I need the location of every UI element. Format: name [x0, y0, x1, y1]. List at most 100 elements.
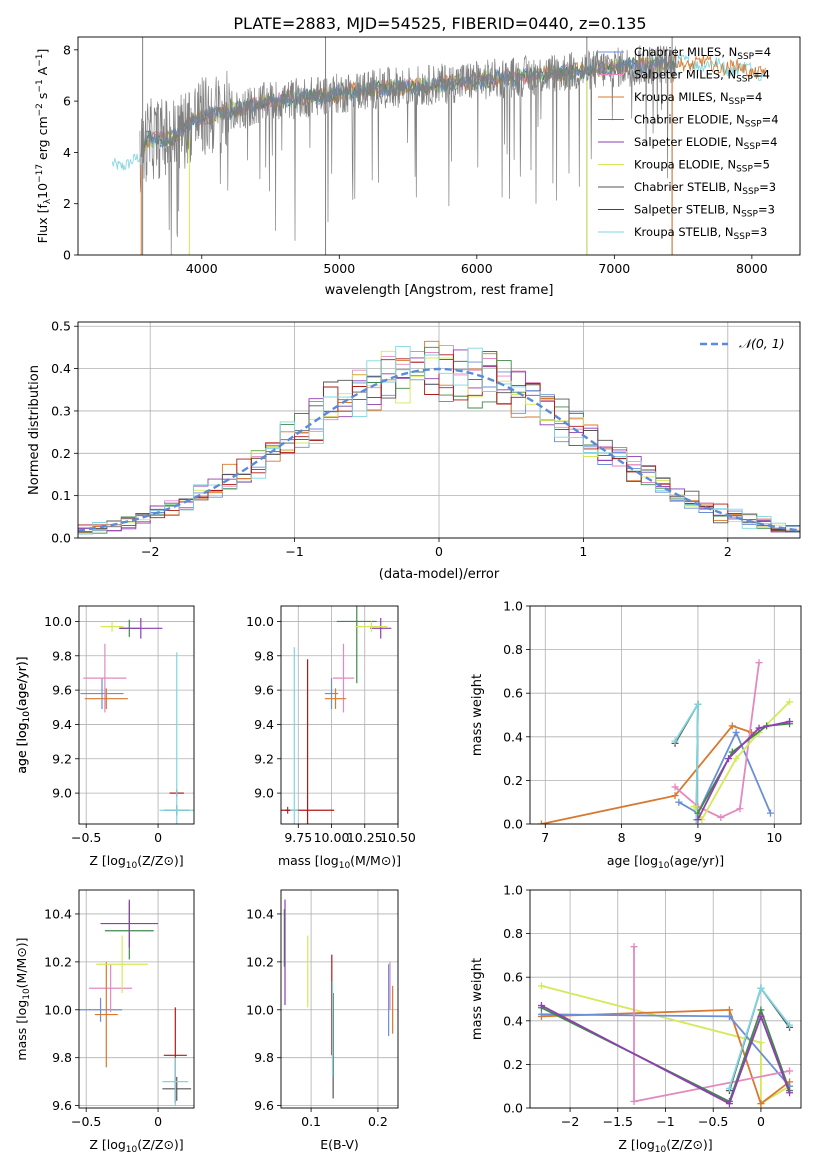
x-tick-label: 0: [757, 1114, 765, 1129]
errorbar-plot-area: [79, 899, 192, 1106]
weight-point-marker: [755, 724, 763, 732]
x-tick-label: 7: [541, 830, 549, 845]
x-tick-label: 9.75: [284, 830, 312, 845]
axes-frame: [78, 889, 195, 1109]
x-tick-label: 5000: [323, 261, 355, 276]
axes-frame: [529, 889, 802, 1109]
x-axis-label: Z [log10​(Z/Z⊙)]: [89, 853, 183, 871]
weight-point-marker: [766, 809, 774, 817]
histogram-step: [78, 345, 800, 536]
x-tick-label: 10.25: [347, 830, 383, 845]
x-tick-label: 6000: [461, 261, 493, 276]
y-axis-label: age [log10​(age/yr)]: [14, 656, 32, 773]
y-tick-label: 0.6: [503, 970, 523, 985]
y-axis-label: Flux [fλ​10−17​ erg cm−2​ s−1​ A−1​]: [35, 49, 53, 244]
y-tick-label: 0.4: [503, 729, 523, 744]
weight-point-marker: [725, 1084, 733, 1092]
y-tick-label: 0.4: [503, 1013, 523, 1028]
y-axis-label: mass [log10​(M/M⊙)]: [14, 937, 32, 1060]
x-tick-label: 8: [618, 830, 626, 845]
y-tick-label: 9.0: [254, 786, 274, 801]
age-vs-metallicity-panel: −0.5 0 9.0 9.2 9.4 9.6 9.8 10.0 Z [log10​(Z/Z⊙)]…: [14, 605, 195, 871]
weight-series-line: [541, 985, 790, 1106]
x-tick-label: 0: [154, 830, 162, 845]
x-axis-label: Z [log10​(Z/Z⊙)]: [89, 1137, 183, 1155]
legend-label: Salpeter MILES, NSSP​=4: [634, 68, 770, 85]
weight-point-marker: [732, 755, 740, 763]
y-tick-label: 10.4: [44, 906, 72, 921]
weight-point-marker: [786, 1067, 794, 1075]
weight-point-marker: [630, 943, 638, 951]
x-tick-label: −2: [561, 1114, 579, 1129]
weight-point-marker: [671, 783, 679, 791]
mass-vs-ebv-panel: 0.1 0.2 9.6 9.8 10.0 10.2 10.4 E(B-V): [246, 889, 399, 1152]
y-tick-label: 9.8: [254, 1050, 274, 1065]
y-tick-label: 0.8: [503, 642, 523, 657]
y-tick-label: 9.6: [52, 1098, 72, 1113]
y-tick-label: 10.2: [44, 954, 72, 969]
y-tick-label: 9.8: [254, 648, 274, 663]
axes-frame: [77, 321, 801, 539]
weight-point-marker: [786, 718, 794, 726]
axes-frame: [77, 36, 801, 256]
legend-label: Kroupa ELODIE, NSSP​=5: [634, 158, 770, 175]
y-tick-label: 10.0: [246, 1002, 274, 1017]
weight-plot-area: [537, 659, 794, 824]
weight-point-marker: [757, 1100, 765, 1108]
weight-series-line: [693, 701, 791, 822]
weight-point-marker: [671, 792, 679, 800]
weight-point-marker: [725, 1006, 733, 1014]
x-tick-label: −0.5: [71, 1114, 101, 1129]
residuals-panel: −2 −1 0 1 2 0.0 0.1 0.2 0.3 0.4 0.5 (data-model)/er…: [27, 319, 801, 582]
legend-label: Salpeter STELIB, NSSP​=3: [634, 203, 775, 220]
weight-point-marker: [728, 722, 736, 730]
weight-point-marker: [630, 1097, 638, 1105]
normal-curve: [78, 367, 800, 532]
weight-point-marker: [786, 1089, 794, 1097]
x-axis-label: (data-model)/error: [379, 567, 500, 582]
legend-label: 𝒩(0, 1): [739, 336, 785, 351]
weight-series-line: [541, 1004, 791, 1105]
observed-spectrum-line: [139, 45, 677, 255]
legend-label: Chabrier STELIB, NSSP​=3: [634, 180, 776, 197]
legend-label: Kroupa STELIB, NSSP​=3: [634, 225, 767, 242]
legend-label: Chabrier ELODIE, NSSP​=4: [634, 113, 779, 130]
y-axis-label: age [log10​(age/yr)]: [14, 656, 32, 773]
y-tick-label: 0.5: [51, 319, 71, 334]
y-tick-label: 0.6: [503, 686, 523, 701]
weight-point-marker: [537, 1002, 545, 1010]
y-tick-label: 9.2: [52, 751, 72, 766]
legend-label: Salpeter ELODIE, NSSP​=4: [634, 135, 777, 152]
x-tick-label: 7000: [598, 261, 630, 276]
y-tick-label: 1.0: [503, 599, 523, 614]
y-tick-label: 9.6: [254, 1098, 274, 1113]
mass-weight-vs-metallicity-panel: −2 −1.5 −1 −0.5 0 0.0 0.2 0.4 0.6 0.8 1.0 Z [log10​…: [470, 883, 802, 1155]
x-tick-label: 10: [766, 830, 782, 845]
y-tick-label: 9.8: [52, 1050, 72, 1065]
weight-plot-area: [537, 943, 794, 1108]
x-tick-label: 0.1: [301, 1114, 321, 1129]
y-tick-label: 9.4: [52, 717, 72, 732]
x-axis-label: age [log10​(age/yr)]: [607, 853, 724, 871]
y-tick-label: 9.4: [254, 717, 274, 732]
x-tick-label: 0.2: [368, 1114, 388, 1129]
y-tick-label: 0: [63, 248, 71, 263]
weight-point-marker: [694, 816, 702, 824]
errorbar-plot-area: [281, 606, 392, 824]
x-tick-label: 2: [724, 544, 732, 559]
weight-point-marker: [757, 1039, 765, 1047]
y-tick-label: 0.3: [51, 403, 71, 418]
weight-point-marker: [694, 700, 702, 708]
weight-point-marker: [757, 1006, 765, 1014]
weight-point-marker: [537, 982, 545, 990]
weight-point-marker: [537, 820, 545, 824]
y-tick-label: 0.0: [503, 817, 523, 832]
y-tick-label: 10.0: [44, 614, 72, 629]
x-axis-label: E(B-V): [320, 1137, 359, 1152]
weight-series-line: [697, 720, 790, 821]
weight-point-marker: [724, 755, 732, 763]
figure-title: PLATE=2883, MJD=54525, FIBERID=0440, z=0…: [233, 14, 646, 33]
legend-label: Kroupa MILES, NSSP​=4: [634, 90, 762, 107]
